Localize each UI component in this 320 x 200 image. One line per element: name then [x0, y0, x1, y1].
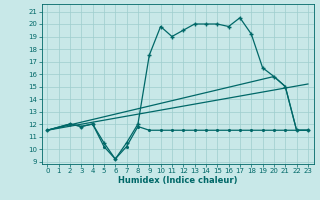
X-axis label: Humidex (Indice chaleur): Humidex (Indice chaleur) — [118, 176, 237, 185]
